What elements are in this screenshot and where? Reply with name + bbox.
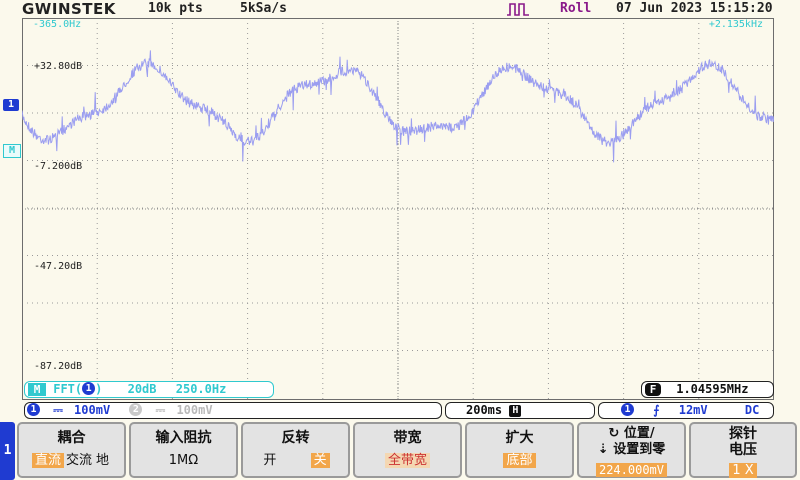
brand-logo: GWINSTEK bbox=[22, 0, 116, 18]
trigger-source-badge: 1 bbox=[621, 403, 634, 416]
impedance-value: 1MΩ bbox=[168, 453, 199, 468]
coupling-softkey[interactable]: 耦合 直流 交流地 bbox=[17, 422, 126, 478]
coupling-option-ac[interactable]: 交流 bbox=[65, 453, 92, 468]
trigger-slope-icon: ⨍ bbox=[653, 403, 660, 417]
invert-title: 反转 bbox=[281, 430, 310, 446]
expand-value: 底部 bbox=[503, 453, 536, 468]
invert-option-off[interactable]: 关 bbox=[310, 453, 330, 468]
impedance-title: 输入阻抗 bbox=[155, 430, 212, 446]
math-scale: 20dB bbox=[127, 382, 157, 396]
coupling-option-gnd[interactable]: 地 bbox=[96, 453, 110, 468]
ch1-badge: 1 bbox=[27, 403, 40, 416]
expand-softkey[interactable]: 扩大 底部 bbox=[465, 422, 574, 478]
input-impedance-softkey[interactable]: 输入阻抗 1MΩ bbox=[129, 422, 238, 478]
horizontal-badge: H bbox=[509, 404, 522, 417]
expand-title: 扩大 bbox=[505, 430, 534, 446]
freq-start-label: -365.0Hz bbox=[33, 19, 82, 30]
invert-softkey[interactable]: 反转 开 关 bbox=[241, 422, 350, 478]
grid-border bbox=[22, 18, 774, 400]
db-level-1: +32.80dB bbox=[34, 61, 83, 72]
db-level-2: -7.200dB bbox=[34, 161, 83, 172]
menu-channel-tab[interactable]: 1 bbox=[0, 422, 15, 480]
math-function: FFT( bbox=[53, 382, 83, 396]
freq-counter-badge: F bbox=[645, 383, 661, 396]
ch1-scale: 100mV bbox=[74, 403, 111, 417]
math-span: 250.0Hz bbox=[175, 382, 227, 396]
probe-softkey[interactable]: 探针 电压 1 X bbox=[689, 422, 797, 478]
probe-value: 1 X bbox=[729, 463, 757, 478]
bandwidth-title: 带宽 bbox=[393, 430, 422, 446]
bandwidth-value: 全带宽 bbox=[384, 453, 430, 468]
ch1-ground-marker[interactable]: 1 bbox=[3, 99, 19, 111]
timebase-value: 200ms bbox=[466, 403, 503, 417]
math-info-bar[interactable]: M FFT(1) 20dB 250.0Hz bbox=[24, 381, 274, 398]
invert-option-on[interactable]: 开 bbox=[263, 453, 277, 468]
graticule bbox=[22, 18, 774, 400]
waveform-display[interactable]: -365.0Hz +2.135kHz +32.80dB -7.200dB -47… bbox=[22, 18, 774, 400]
ch1-coupling-icon: ⎓ bbox=[53, 403, 63, 417]
sample-rate: 5kSa/s bbox=[240, 1, 287, 16]
math-marker[interactable]: M bbox=[3, 144, 21, 158]
probe-voltage-title: 电压 bbox=[729, 442, 757, 458]
timebase-bar[interactable]: 200ms H bbox=[445, 402, 595, 419]
coupling-title: 耦合 bbox=[57, 430, 86, 446]
frequency-counter: F 1.04595MHz bbox=[641, 381, 774, 398]
date-time: 07 Jun 2023 15:15:20 bbox=[616, 1, 773, 16]
ch2-coupling-icon: ⎓ bbox=[155, 403, 166, 417]
math-source-channel: 1 bbox=[82, 382, 96, 395]
ch2-badge: 2 bbox=[129, 403, 143, 416]
db-level-3: -47.20dB bbox=[34, 261, 83, 272]
math-badge: M bbox=[28, 383, 46, 396]
position-title: ↻ 位置/ bbox=[608, 426, 655, 441]
coupling-option-dc[interactable]: 直流 bbox=[31, 453, 64, 468]
trigger-level: 12mV bbox=[678, 403, 708, 417]
record-length: 10k pts bbox=[148, 1, 203, 16]
trigger-bar[interactable]: 1 ⨍ 12mV DC bbox=[598, 402, 774, 419]
position-softkey[interactable]: ↻ 位置/ ⇣ 设置到零 224.000mV bbox=[577, 422, 686, 478]
freq-end-label: +2.135kHz bbox=[708, 19, 763, 30]
bandwidth-softkey[interactable]: 带宽 全带宽 bbox=[353, 422, 462, 478]
trigger-coupling: DC bbox=[744, 403, 760, 417]
status-bar: GWINSTEK 10k pts 5kSa/s Roll 07 Jun 2023… bbox=[0, 0, 800, 18]
set-to-zero-title: ⇣ 设置到零 bbox=[597, 442, 666, 457]
freq-counter-value: 1.04595MHz bbox=[676, 382, 749, 396]
run-mode: Roll bbox=[560, 1, 592, 16]
fft-trace-line bbox=[22, 50, 774, 163]
db-level-4: -87.20dB bbox=[34, 361, 83, 372]
acquire-status-icon bbox=[507, 3, 529, 16]
position-value: 224.000mV bbox=[595, 463, 668, 477]
ch2-scale: 100mV bbox=[176, 403, 213, 417]
math-close-paren: ) bbox=[95, 382, 103, 396]
probe-title: 探针 bbox=[729, 426, 757, 442]
fft-trace bbox=[22, 50, 774, 163]
channel-info-bar[interactable]: 1 ⎓ 100mV 2 ⎓ 100mV bbox=[24, 402, 442, 419]
